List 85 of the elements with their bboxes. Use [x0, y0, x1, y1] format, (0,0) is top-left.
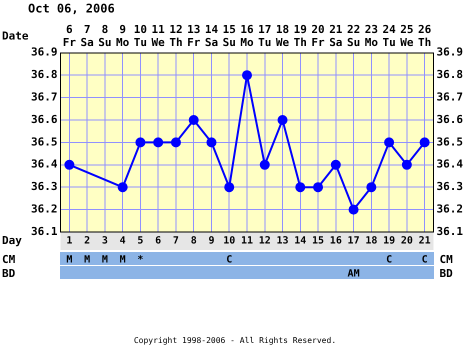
text: Copyright 1998-2006 - All Rights Reserved. — [132, 336, 338, 345]
text: C — [422, 254, 428, 266]
point — [313, 182, 324, 192]
text: M — [102, 254, 108, 266]
point — [366, 182, 376, 192]
x-tick-label: 8 Su — [98, 22, 112, 50]
point — [384, 137, 394, 148]
x2-tick-label: 13 — [276, 236, 289, 247]
text: AM — [348, 268, 360, 280]
chart-title: Oct 06, 2006 — [28, 1, 115, 16]
y-tick-label: 36.1 — [30, 224, 58, 238]
point — [118, 182, 128, 192]
y-tick-label: 36.6 — [30, 112, 58, 126]
point — [420, 137, 430, 148]
x2-tick-label: 7 — [172, 236, 179, 247]
point — [295, 182, 306, 192]
x-tick-label: 19 Th — [294, 22, 307, 50]
x-tick-label: 14 Sa — [204, 22, 218, 50]
x-tick-label: 10 Tu — [134, 22, 148, 50]
x2-tick-label: 3 — [102, 236, 108, 247]
text: M — [120, 254, 126, 266]
x2-tick-label: 17 — [348, 236, 360, 247]
text: M — [66, 254, 72, 266]
x-tick-label: 7 Sa — [80, 22, 94, 50]
point — [330, 160, 341, 170]
text: C — [386, 254, 392, 266]
x-tick-label: 18 We — [276, 22, 290, 50]
x-tick-label: 22 Su — [346, 22, 360, 50]
point — [224, 182, 234, 192]
x2-tick-label: 9 — [208, 236, 214, 247]
x2-tick-label: 21 — [418, 236, 431, 247]
x2-axis-title: Day — [2, 234, 22, 247]
x2-tick-label: 5 — [137, 236, 144, 247]
x2-tick-label: 8 — [190, 236, 197, 247]
point — [260, 160, 270, 170]
x2-tick-label: 19 — [383, 236, 396, 247]
x2-tick-label: 12 — [258, 236, 271, 247]
x-tick-label: 9 Mo — [116, 22, 130, 50]
x-tick-label: 24 Tu — [382, 22, 396, 50]
x2-tick-label: 16 — [330, 236, 342, 247]
x2-tick-label: 10 — [223, 236, 236, 247]
x-tick-label: 26 Th — [418, 22, 432, 50]
x-tick-label: 23 Mo — [364, 22, 378, 50]
point — [402, 160, 412, 170]
text: C — [226, 254, 232, 266]
point — [278, 115, 288, 125]
x2-tick-label: 6 — [155, 236, 162, 247]
x-tick-label: 15 Su — [222, 22, 236, 50]
x2-tick-label: 18 — [365, 236, 378, 247]
x-tick-label: 16 Mo — [240, 22, 254, 50]
x-tick-label: 6 Fr — [62, 22, 76, 50]
x-tick-label: 21 Sa — [329, 22, 343, 50]
point — [135, 137, 146, 148]
x2-tick-label: 14 — [294, 236, 306, 247]
point — [206, 137, 216, 148]
x-tick-label: 17 Tu — [258, 22, 272, 50]
y-tick-label: 36.8 — [30, 68, 58, 82]
x2-tick-label: 15 — [312, 236, 324, 247]
x-tick-label: 12 Th — [169, 22, 183, 50]
y-tick-label: 36.3 — [30, 180, 58, 194]
x2-tick-label: 20 — [400, 236, 413, 247]
point — [348, 204, 359, 215]
text: M — [84, 254, 90, 266]
y-tick-label: 36.2 — [30, 202, 58, 216]
point — [188, 115, 199, 125]
y-tick-label: 36.9 — [30, 46, 58, 59]
x-tick-label: 11 We — [152, 22, 166, 50]
point — [170, 137, 181, 148]
point — [153, 137, 164, 148]
x2-tick-label: 4 — [120, 236, 126, 247]
y-tick-label: 36.5 — [30, 135, 58, 148]
y2-tick-label: CM — [2, 252, 16, 266]
y-tick-label: 36.4 — [30, 158, 58, 171]
x2-tick-label: 1 — [66, 236, 72, 247]
point — [242, 70, 252, 80]
text: * — [137, 254, 144, 266]
x-axis-title: Date — [2, 29, 29, 42]
x2-tick-label: 2 — [84, 236, 90, 247]
x-tick-label: 20 Fr — [311, 22, 326, 50]
x-tick-label: 25 We — [400, 22, 414, 50]
point — [64, 160, 74, 170]
y-tick-label: 36.7 — [30, 90, 58, 104]
x-tick-label: 13 Fr — [187, 22, 201, 50]
y2-tick-label: BD — [2, 266, 16, 280]
x2-tick-label: 11 — [240, 236, 254, 247]
